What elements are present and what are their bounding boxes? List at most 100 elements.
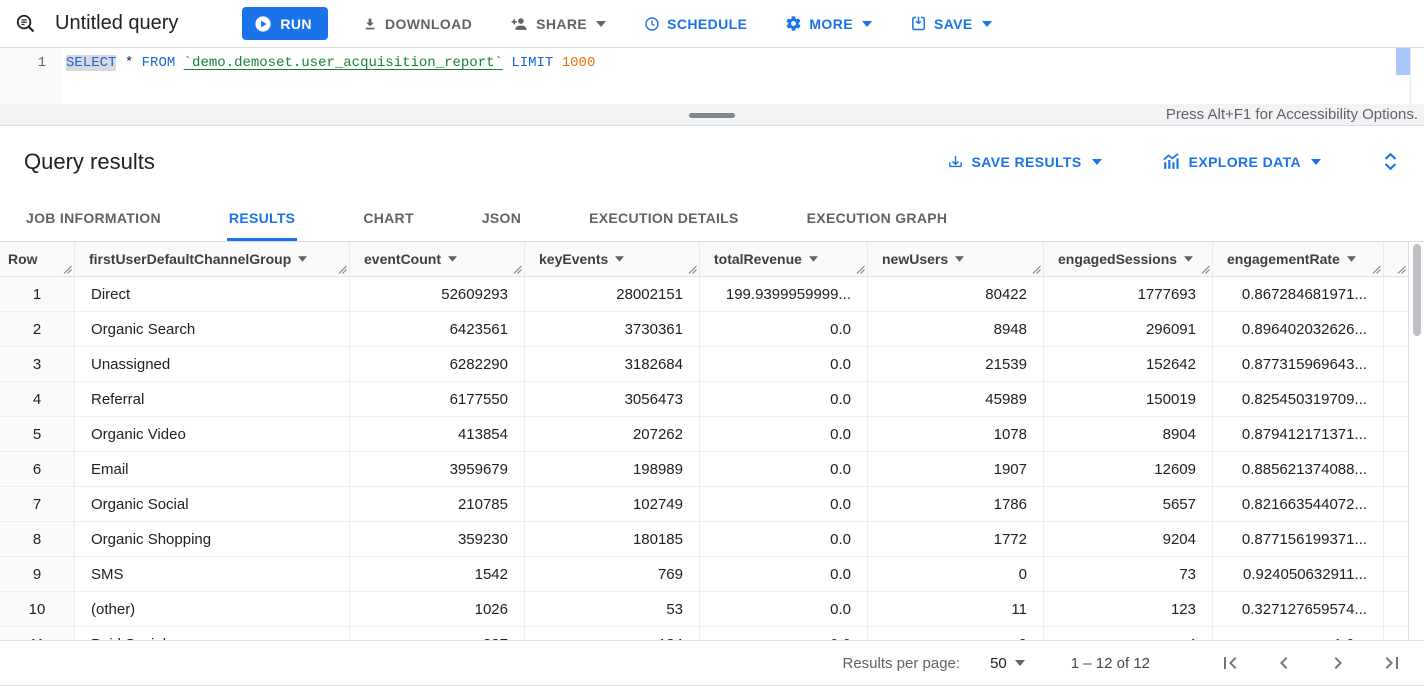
tab-json[interactable]: JSON xyxy=(481,209,522,226)
explore-data-button[interactable]: EXPLORE DATA xyxy=(1156,152,1327,171)
page-size-select[interactable]: 50 xyxy=(990,655,1025,672)
table-cell-newUsers: 11 xyxy=(868,592,1044,626)
last-page-button[interactable] xyxy=(1378,649,1406,677)
tab-chart[interactable]: CHART xyxy=(363,209,414,226)
table-cell-engagementRate: 0.877156199371... xyxy=(1213,522,1384,556)
caret-down-icon xyxy=(596,20,607,27)
query-icon xyxy=(14,12,37,35)
previous-page-button[interactable] xyxy=(1270,649,1298,677)
tab-results[interactable]: RESULTS xyxy=(226,197,298,241)
next-page-button[interactable] xyxy=(1324,649,1352,677)
save-results-button[interactable]: SAVE RESULTS xyxy=(941,152,1108,171)
editor-scrollbar-thumb[interactable] xyxy=(1396,48,1410,75)
table-cell-eventCount: 6282290 xyxy=(350,347,525,381)
sql-number-literal: 1000 xyxy=(561,55,596,71)
table-cell-totalRevenue: 0.0 xyxy=(700,522,868,556)
pane-resize-handle[interactable] xyxy=(689,113,735,118)
column-header-firstUserDefaultChannelGroup[interactable]: firstUserDefaultChannelGroup xyxy=(75,242,350,276)
share-button[interactable]: SHARE xyxy=(506,16,610,32)
sort-caret-icon[interactable] xyxy=(448,256,457,262)
chevron-right-icon xyxy=(1326,651,1350,675)
column-header-eventCount[interactable]: eventCount xyxy=(350,242,525,276)
column-resize-grip[interactable] xyxy=(63,265,72,274)
table-cell-eventCount: 3959679 xyxy=(350,452,525,486)
column-header-totalRevenue[interactable]: totalRevenue xyxy=(700,242,868,276)
sql-code-line[interactable]: SELECT * FROM `demo.demoset.user_acquisi… xyxy=(62,48,595,104)
table-cell-firstUserDefaultChannelGroup: Email xyxy=(75,452,350,486)
sql-keyword-from: FROM xyxy=(141,55,176,71)
sort-caret-icon[interactable] xyxy=(1184,256,1194,262)
results-tab-bar: JOB INFORMATION RESULTS CHART JSON EXECUTION… xyxy=(0,197,1424,242)
editor-status-strip: Press Alt+F1 for Accessibility Options. xyxy=(0,104,1424,126)
table-cell-engagementRate: 0.825450319709... xyxy=(1213,382,1384,416)
table-scrollbar-thumb[interactable] xyxy=(1413,244,1421,336)
table-cell-eventCount: 887 xyxy=(350,627,525,640)
table-cell-eventCount: 413854 xyxy=(350,417,525,451)
sort-caret-icon[interactable] xyxy=(955,256,965,262)
tab-execution-details[interactable]: EXECUTION DETAILS xyxy=(589,209,739,226)
table-cell-engagedSessions: 73 xyxy=(1044,557,1213,591)
table-cell-Row: 6 xyxy=(0,452,75,486)
sql-table-reference-link[interactable]: `demo.demoset.user_acquisition_report` xyxy=(183,55,503,71)
column-resize-grip[interactable] xyxy=(688,265,697,274)
table-cell-firstUserDefaultChannelGroup: Organic Search xyxy=(75,312,350,346)
table-cell-filler xyxy=(1384,487,1408,521)
run-button[interactable]: RUN xyxy=(242,7,328,40)
column-header-engagementRate[interactable]: engagementRate xyxy=(1213,242,1384,276)
table-cell-engagementRate: 1.0... xyxy=(1213,627,1384,640)
schedule-button[interactable]: SCHEDULE xyxy=(640,16,751,32)
table-cell-eventCount: 1026 xyxy=(350,592,525,626)
results-per-page-label: Results per page: xyxy=(842,654,961,672)
column-header-keyEvents[interactable]: keyEvents xyxy=(525,242,700,276)
save-button[interactable]: SAVE xyxy=(906,15,996,32)
sql-editor[interactable]: 1 SELECT * FROM `demo.demoset.user_acqui… xyxy=(0,48,1424,104)
partial-row-clip: 11Paid Social8871340.0941.0... xyxy=(0,627,1424,640)
table-cell-newUsers: 1772 xyxy=(868,522,1044,556)
download-button[interactable]: DOWNLOAD xyxy=(358,16,476,32)
table-cell-firstUserDefaultChannelGroup: Direct xyxy=(75,277,350,311)
caret-down-icon xyxy=(981,20,992,27)
sort-caret-icon[interactable] xyxy=(298,256,308,262)
column-header-newUsers[interactable]: newUsers xyxy=(868,242,1044,276)
table-cell-totalRevenue: 0.0 xyxy=(700,592,868,626)
person-add-icon xyxy=(510,16,529,32)
tab-job-information[interactable]: JOB INFORMATION xyxy=(26,209,161,226)
sort-caret-icon[interactable] xyxy=(615,256,625,262)
column-resize-grip[interactable] xyxy=(1397,265,1406,274)
expand-collapse-panel-button[interactable] xyxy=(1379,148,1402,175)
table-cell-totalRevenue: 0.0 xyxy=(700,557,868,591)
column-resize-grip[interactable] xyxy=(1372,265,1381,274)
query-title[interactable]: Untitled query xyxy=(55,12,179,34)
table-cell-keyEvents: 3182684 xyxy=(525,347,700,381)
column-resize-grip[interactable] xyxy=(513,265,522,274)
sort-caret-icon[interactable] xyxy=(808,256,818,262)
column-resize-grip[interactable] xyxy=(1032,265,1041,274)
table-cell-filler xyxy=(1384,382,1408,416)
table-cell-keyEvents: 207262 xyxy=(525,417,700,451)
more-button[interactable]: MORE xyxy=(781,15,876,32)
column-resize-grip[interactable] xyxy=(338,265,347,274)
column-resize-grip[interactable] xyxy=(856,265,865,274)
table-cell-firstUserDefaultChannelGroup: Referral xyxy=(75,382,350,416)
column-header-Row[interactable]: Row xyxy=(0,242,75,276)
column-resize-grip[interactable] xyxy=(1201,265,1210,274)
tab-execution-graph[interactable]: EXECUTION GRAPH xyxy=(806,209,948,226)
editor-scrollbar-track xyxy=(1410,48,1411,104)
table-cell-firstUserDefaultChannelGroup: SMS xyxy=(75,557,350,591)
table-row: 1 Direct 52609293 28002151 199.9399959999...… xyxy=(0,277,1408,312)
caret-down-icon xyxy=(1014,660,1025,666)
table-cell-keyEvents: 28002151 xyxy=(525,277,700,311)
table-cell-Row: 7 xyxy=(0,487,75,521)
table-cell-Row: 2 xyxy=(0,312,75,346)
first-page-button[interactable] xyxy=(1216,649,1244,677)
download-button-label: DOWNLOAD xyxy=(384,15,473,32)
table-cell-filler xyxy=(1384,627,1408,640)
table-cell-filler xyxy=(1384,592,1408,626)
table-cell-engagementRate: 0.896402032626... xyxy=(1213,312,1384,346)
column-header-engagedSessions[interactable]: engagedSessions xyxy=(1044,242,1213,276)
sort-caret-icon[interactable] xyxy=(1346,256,1356,262)
table-cell-totalRevenue: 0.0 xyxy=(700,347,868,381)
schedule-button-label: SCHEDULE xyxy=(667,15,748,32)
table-row: 5 Organic Video 413854 207262 0.0 1078 8904 0.8… xyxy=(0,417,1408,452)
table-cell-engagedSessions: 150019 xyxy=(1044,382,1213,416)
